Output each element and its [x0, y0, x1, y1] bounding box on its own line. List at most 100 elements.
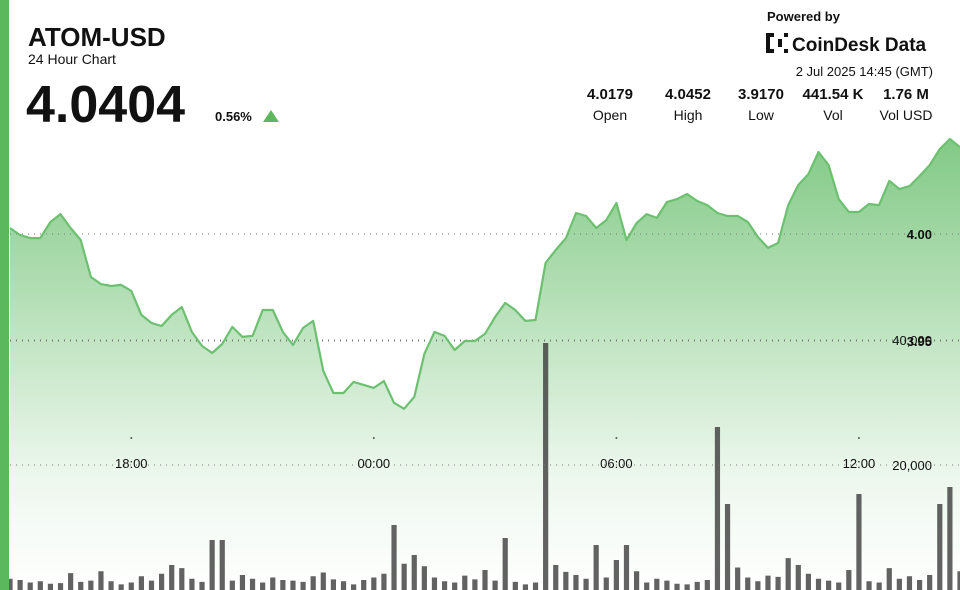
volume-bar — [735, 567, 741, 590]
plot-area: 20,000 40,000 4.00 3.95 18:00 00:00 06:00 12:00 — [7, 137, 960, 590]
subtitle: 24 Hour Chart — [28, 51, 116, 67]
volume-bar — [896, 578, 902, 590]
volume-bar — [320, 572, 326, 590]
volume-bar — [937, 504, 943, 590]
volume-bar — [664, 580, 670, 590]
x-tick — [372, 437, 375, 439]
volume-bar — [310, 576, 316, 590]
volume-bar — [199, 581, 205, 590]
volume-bar — [573, 575, 579, 590]
stat-label: High — [674, 107, 703, 123]
volume-bar — [613, 560, 619, 590]
volume-bar — [927, 575, 933, 590]
volume-bar — [249, 578, 256, 590]
volume-bar — [805, 573, 812, 590]
volume-bar — [795, 565, 801, 590]
accent-bar — [0, 0, 9, 590]
volume-bar — [674, 583, 680, 590]
volume-bar — [472, 579, 478, 590]
volume-bar — [563, 571, 569, 590]
stat-value: 1.76 M — [883, 86, 929, 103]
volume-bar — [68, 573, 74, 590]
stat-value: 4.0452 — [665, 86, 711, 103]
y2-tick-label: 40,000 — [892, 333, 932, 348]
symbol-title: ATOM-USD — [28, 22, 166, 52]
volume-bar — [654, 578, 660, 590]
volume-bar — [886, 568, 892, 590]
volume-bar — [644, 582, 650, 590]
volume-bar — [492, 580, 498, 590]
stat-label: Low — [748, 107, 775, 123]
volume-bar — [239, 575, 246, 590]
volume-bar — [340, 581, 347, 590]
volume-bar — [826, 580, 832, 590]
powered-by: Powered by — [767, 9, 841, 24]
volume-bar — [603, 577, 609, 590]
volume-bar — [836, 582, 842, 590]
x-tick — [130, 437, 133, 439]
volume-bar — [371, 577, 377, 590]
volume-bar — [583, 578, 589, 590]
volume-bar — [280, 580, 286, 590]
volume-bar — [88, 580, 94, 590]
volume-bar — [694, 581, 700, 590]
volume-bar — [866, 581, 872, 590]
brand: CoinDesk Data — [792, 35, 927, 56]
volume-bar — [27, 582, 33, 590]
volume-bar — [876, 582, 882, 590]
volume-bar — [947, 487, 953, 590]
volume-bar — [704, 580, 710, 590]
volume-bar — [512, 581, 518, 590]
x-tick-label: 00:00 — [358, 456, 391, 471]
x-tick — [857, 437, 860, 439]
last-price: 4.0404 — [26, 76, 185, 134]
volume-bar — [714, 427, 721, 590]
change: 0.56% — [215, 109, 252, 124]
volume-bar — [846, 570, 852, 590]
volume-bar — [330, 579, 337, 590]
x-tick-label: 12:00 — [843, 456, 876, 471]
price-line — [9, 137, 960, 410]
stats: 4.0179 Open 4.0452 High 3.9170 Low 441.5… — [587, 86, 932, 123]
volume-bar — [189, 578, 195, 590]
volume-bar — [401, 563, 407, 590]
volume-bar — [411, 555, 417, 590]
volume-bar — [724, 504, 731, 590]
volume-bar — [623, 545, 630, 590]
volume-bar — [502, 538, 508, 590]
volume-bar — [219, 540, 225, 590]
volume-bar — [270, 577, 276, 590]
volume-bar — [957, 571, 960, 590]
volume-bar — [148, 580, 155, 590]
volume-bar — [745, 577, 751, 590]
up-arrow — [263, 110, 279, 122]
volume-bar — [462, 575, 468, 590]
volume-bar — [118, 584, 124, 590]
volume-bar — [441, 581, 448, 590]
volume-bar — [300, 581, 306, 590]
volume-bar — [98, 571, 104, 590]
volume-bar — [351, 584, 357, 590]
volume-bar — [906, 576, 913, 590]
volume-bar — [179, 568, 185, 590]
volume-bar — [452, 582, 458, 590]
volume-bar — [532, 582, 539, 590]
volume-bar — [815, 578, 822, 590]
volume-bar — [522, 584, 529, 590]
volume-bar — [108, 581, 114, 590]
volume-bar — [421, 566, 427, 590]
stat-label: Vol — [823, 107, 842, 123]
volume-bar — [391, 525, 397, 590]
stat-value: 441.54 K — [803, 86, 864, 103]
brand-logo — [766, 33, 788, 53]
volume-bar — [361, 580, 367, 590]
volume-bar — [138, 576, 144, 590]
volume-bar — [209, 540, 215, 590]
volume-bar — [775, 576, 781, 590]
stat-value: 4.0179 — [587, 86, 633, 103]
volume-bar — [17, 580, 23, 590]
x-tick-label: 18:00 — [115, 456, 148, 471]
volume-bar — [543, 343, 549, 590]
volume-bar — [765, 575, 771, 590]
